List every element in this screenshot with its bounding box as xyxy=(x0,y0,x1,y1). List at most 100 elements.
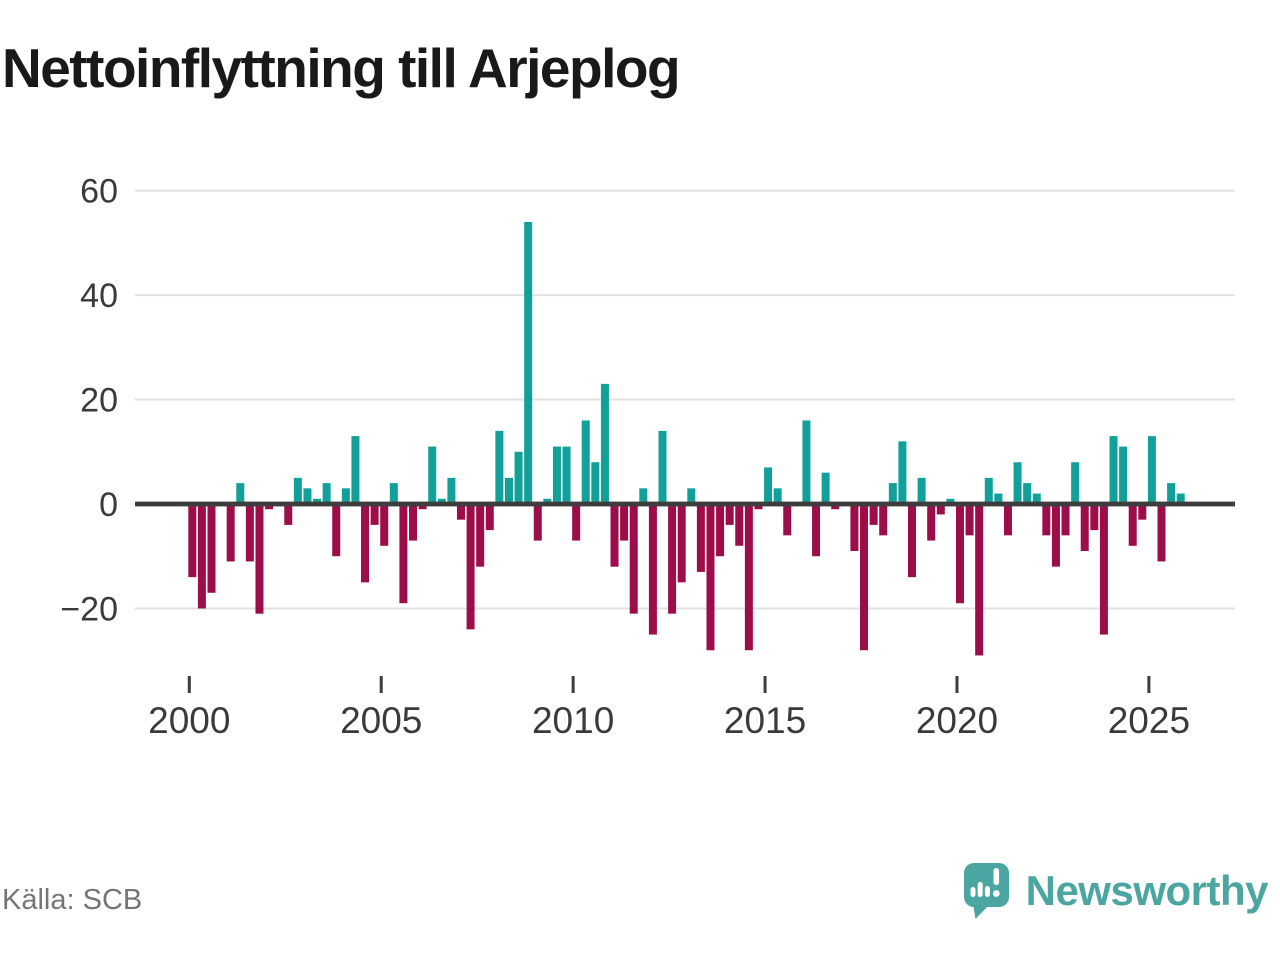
bar-2025Q3 xyxy=(1167,483,1176,504)
bar-2004Q1 xyxy=(341,488,350,504)
bar-2004Q2 xyxy=(351,436,360,504)
bar-2022Q2 xyxy=(1042,504,1051,536)
bar-2022Q4 xyxy=(1061,504,1070,536)
bar-2009Q3 xyxy=(552,446,561,504)
bar-2020Q2 xyxy=(965,504,974,536)
bar-2009Q1 xyxy=(533,504,542,541)
bar-2021Q1 xyxy=(994,493,1003,505)
bar-2004Q4 xyxy=(370,504,379,525)
bar-2006Q2 xyxy=(428,446,437,504)
bar-2007Q3 xyxy=(476,504,485,567)
bar-2004Q3 xyxy=(361,504,370,583)
source-note: Källa: SCB xyxy=(2,884,143,916)
bar-2003Q2 xyxy=(313,498,322,504)
bar-2014Q2 xyxy=(735,504,744,546)
bar-2020Q4 xyxy=(984,477,993,504)
bar-2013Q3 xyxy=(706,504,715,651)
bar-2020Q1 xyxy=(955,504,964,604)
bar-chart: 60 40 20 0 −20 2000 2005 2010 2015 2020 2025 xyxy=(60,173,1235,741)
bar-2021Q2 xyxy=(1003,504,1012,536)
bar-2007Q2 xyxy=(466,504,475,630)
bar-2018Q3 xyxy=(898,441,907,504)
bar-2014Q1 xyxy=(725,504,734,525)
bar-2023Q1 xyxy=(1071,462,1080,504)
bar-2010Q3 xyxy=(591,462,600,504)
bar-2018Q4 xyxy=(908,504,916,578)
bar-2005Q3 xyxy=(399,504,408,604)
bar-2016Q1 xyxy=(802,420,811,504)
bar-2023Q4 xyxy=(1099,504,1108,635)
bar-2014Q4 xyxy=(754,504,763,510)
bar-2011Q1 xyxy=(610,504,619,567)
bar-2001Q4 xyxy=(255,504,264,614)
bar-2013Q1 xyxy=(687,488,696,504)
bar-2023Q2 xyxy=(1080,504,1089,551)
bar-2022Q1 xyxy=(1032,493,1041,505)
bar-2018Q2 xyxy=(888,483,897,504)
bar-2011Q4 xyxy=(639,488,648,504)
x-tick-label-2005: 2005 xyxy=(340,700,422,741)
y-tick-label-0: 0 xyxy=(99,486,118,524)
bar-2012Q4 xyxy=(677,504,686,583)
bar-2021Q4 xyxy=(1023,483,1032,504)
bar-2019Q2 xyxy=(927,504,936,541)
bar-2019Q4 xyxy=(946,498,955,504)
bar-2014Q3 xyxy=(744,504,753,651)
bar-2011Q3 xyxy=(629,504,638,614)
bar-2008Q3 xyxy=(514,451,523,504)
brand-name: Newsworthy xyxy=(1025,867,1269,914)
bar-2001Q3 xyxy=(245,504,254,562)
bar-2024Q3 xyxy=(1128,504,1137,546)
bar-2001Q1 xyxy=(226,504,235,562)
bar-2013Q2 xyxy=(696,504,705,572)
bar-2025Q2 xyxy=(1157,504,1166,562)
bar-2024Q1 xyxy=(1109,436,1118,504)
x-tick-mark-2005 xyxy=(379,676,383,693)
bar-2017Q2 xyxy=(850,504,859,551)
bar-2010Q4 xyxy=(600,383,609,504)
bar-2002Q1 xyxy=(265,504,274,510)
bar-2012Q1 xyxy=(648,504,657,635)
x-tick-label-2010: 2010 xyxy=(532,700,614,741)
bar-2016Q2 xyxy=(812,504,821,557)
y-tick-label--20: −20 xyxy=(60,590,118,628)
bar-2007Q1 xyxy=(456,504,465,520)
bar-2016Q4 xyxy=(831,504,840,510)
bar-2016Q3 xyxy=(821,472,830,505)
x-tick-label-2025: 2025 xyxy=(1108,700,1190,741)
bar-2002Q4 xyxy=(293,477,302,504)
y-tick-label-40: 40 xyxy=(80,277,118,315)
x-tick-mark-2000 xyxy=(187,676,191,693)
bar-2009Q4 xyxy=(562,446,571,504)
newsworthy-bubble-chart-icon xyxy=(963,863,1009,919)
x-tick-mark-2015 xyxy=(763,676,767,693)
bar-2015Q2 xyxy=(773,488,782,504)
x-tick-mark-2025 xyxy=(1147,676,1151,693)
bar-2010Q1 xyxy=(572,504,581,541)
x-tick-mark-2020 xyxy=(955,676,959,693)
bar-2021Q3 xyxy=(1013,462,1022,504)
bar-2015Q1 xyxy=(764,467,773,504)
x-tick-mark-2010 xyxy=(571,676,575,693)
bar-2024Q4 xyxy=(1138,504,1147,520)
x-tick-label-2020: 2020 xyxy=(916,700,998,741)
x-tick-label-2000: 2000 xyxy=(148,700,230,741)
bar-2013Q4 xyxy=(716,504,725,557)
y-tick-label-60: 60 xyxy=(80,173,118,211)
bar-2001Q2 xyxy=(236,483,245,504)
bar-2022Q3 xyxy=(1051,504,1060,567)
bar-2019Q3 xyxy=(936,504,945,515)
bar-2003Q1 xyxy=(303,488,312,504)
x-tick-label-2015: 2015 xyxy=(724,700,806,741)
bar-2008Q2 xyxy=(504,477,513,504)
bar-2024Q2 xyxy=(1119,446,1128,504)
bar-2008Q1 xyxy=(495,430,504,504)
bar-2010Q2 xyxy=(581,420,590,504)
bar-2023Q3 xyxy=(1090,504,1099,531)
y-tick-label-20: 20 xyxy=(80,382,118,420)
bar-2005Q1 xyxy=(380,504,389,546)
bar-2006Q1 xyxy=(418,504,427,510)
bar-2007Q4 xyxy=(485,504,494,531)
bar-2018Q1 xyxy=(879,504,888,536)
bar-2025Q4 xyxy=(1176,493,1185,505)
